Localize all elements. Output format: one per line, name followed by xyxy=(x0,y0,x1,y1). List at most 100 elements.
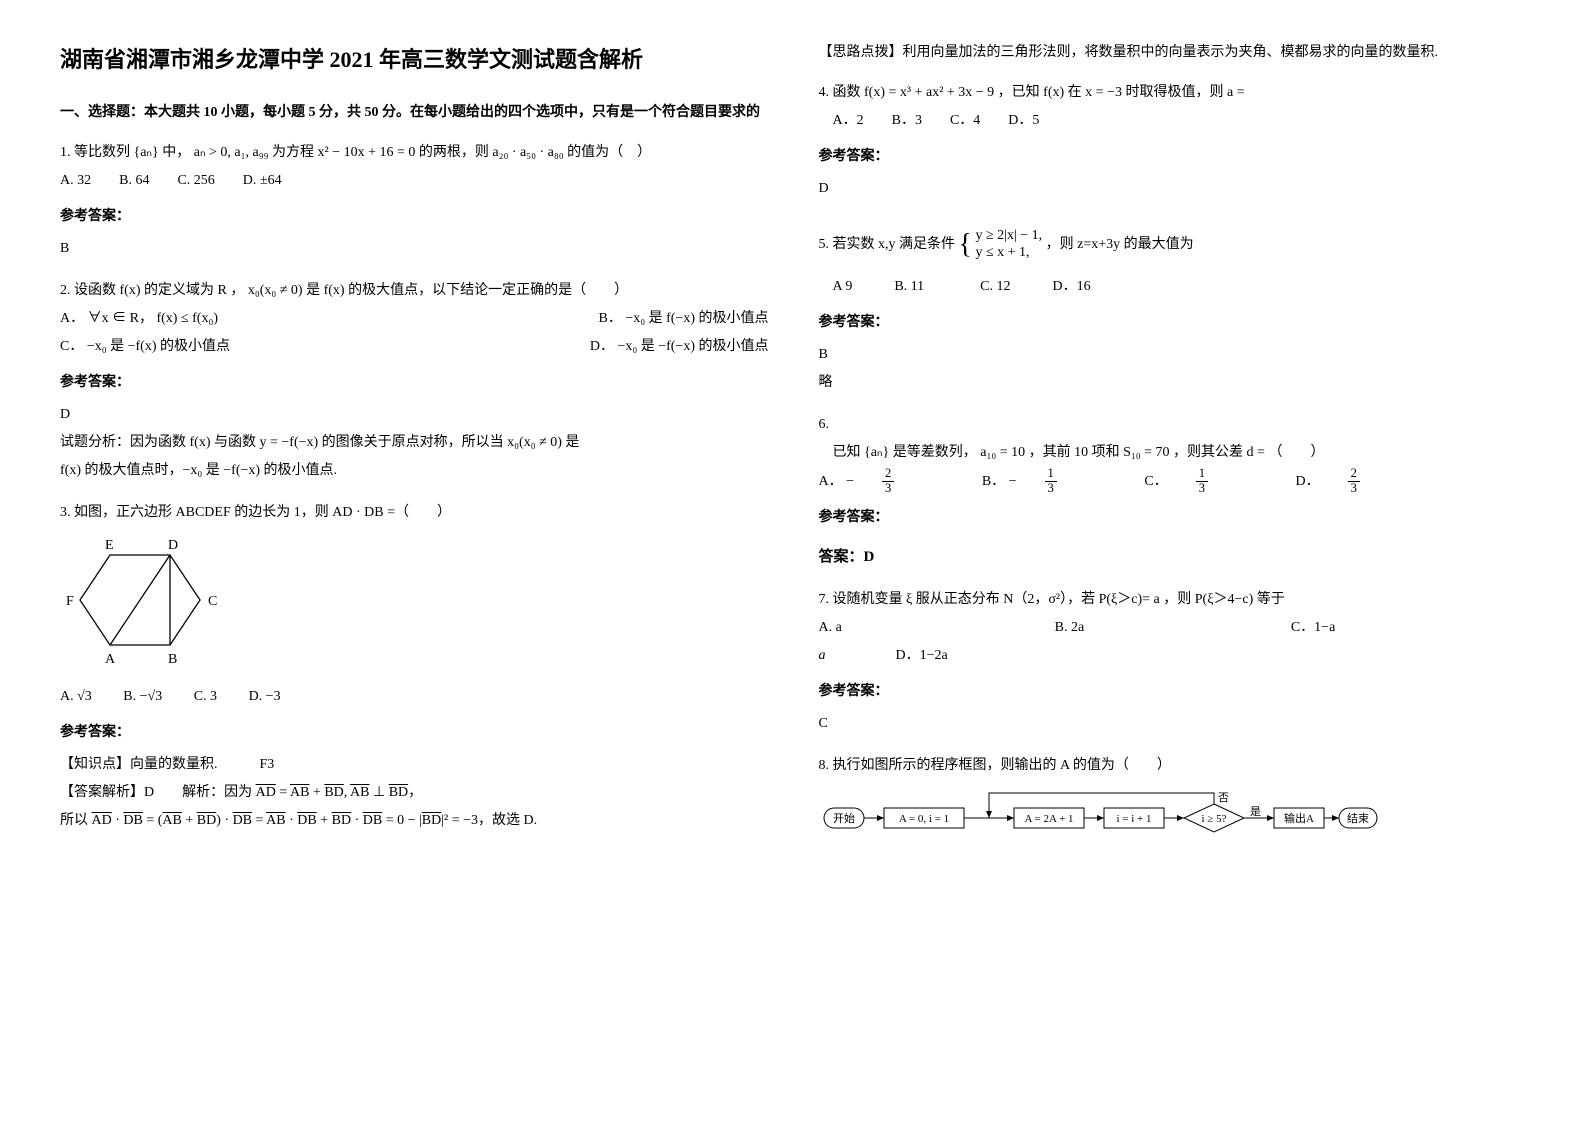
vec-BD: BD xyxy=(324,785,343,800)
svg-text:i = i + 1: i = i + 1 xyxy=(1116,813,1151,825)
q5-options: A 9 B. 11 C. 12 D．16 xyxy=(833,273,1528,301)
svg-text:F: F xyxy=(66,594,74,609)
q3-answer-label: 参考答案： xyxy=(60,719,769,747)
q6-answer-label: 参考答案： xyxy=(819,504,1528,532)
q3-optA: A. √3 xyxy=(60,683,92,711)
q7-answer: C xyxy=(819,710,1528,738)
q6-num: 6. xyxy=(819,411,1528,439)
question-1: 1. 等比数列 {aₙ} 中， aₙ > 0, a₁, a₉₉ 为方程 x² −… xyxy=(60,139,769,263)
svg-text:E: E xyxy=(105,538,114,553)
svg-text:否: 否 xyxy=(1218,792,1229,804)
t: ，故选 D. xyxy=(478,813,537,828)
vec: BD xyxy=(332,813,351,828)
svg-text:A: A xyxy=(105,652,116,667)
q3-text: 3. 如图，正六边形 ABCDEF 的边长为 1，则 AD · DB =（ ） xyxy=(60,499,769,527)
t: 1 xyxy=(1045,467,1057,482)
t: ) · xyxy=(216,813,232,828)
q3-kp: 【知识点】向量的数量积. F3 xyxy=(60,751,769,779)
q3-tip: 【思路点拨】利用向量加法的三角形法则，将数量积中的向量表示为夹角、模都易求的向量… xyxy=(819,40,1528,65)
q3-options: A. √3 B. −√3 C. 3 D. −3 xyxy=(60,683,769,711)
vec: DB xyxy=(233,813,252,828)
q3-optB: B. −√3 xyxy=(123,683,162,711)
q6-optD: D． 23 xyxy=(1295,467,1415,496)
q7-optC: C．1−a xyxy=(1291,614,1527,642)
q5-cond2: y ≤ x + 1, xyxy=(975,245,1042,262)
t: C． xyxy=(1144,468,1167,496)
q5-note: 略 xyxy=(819,369,1528,397)
t: + xyxy=(309,785,324,800)
q5-answer-label: 参考答案： xyxy=(819,309,1528,337)
t: 所以 xyxy=(60,813,92,828)
q1-answer-label: 参考答案： xyxy=(60,203,769,231)
svg-text:i ≥ 5?: i ≥ 5? xyxy=(1201,813,1226,825)
vec: AD xyxy=(92,813,112,828)
q2-text: 2. 设函数 f(x) 的定义域为 R ， x₀(x₀ ≠ 0) 是 f(x) … xyxy=(60,277,769,305)
q5-text: 5. 若实数 x,y 满足条件 { y ≥ 2|x| − 1, y ≤ x + … xyxy=(819,217,1528,273)
q6-optB: B． − 13 xyxy=(982,467,1113,496)
q2-explanation-1: 试题分析：因为函数 f(x) 与函数 y = −f(−x) 的图像关于原点对称，… xyxy=(60,429,769,457)
q7-answer-label: 参考答案： xyxy=(819,678,1528,706)
t: B． − xyxy=(982,468,1017,496)
t: 3 xyxy=(1196,482,1208,496)
q1-options: A. 32 B. 64 C. 256 D. ±64 xyxy=(60,167,769,195)
q2-optD: D． −x₀ 是 −f(−x) 的极小值点 xyxy=(590,333,769,361)
hexagon-figure: ABCDEF xyxy=(60,535,220,675)
q8-text: 8. 执行如图所示的程序框图，则输出的 A 的值为（ ） xyxy=(819,752,1528,780)
q4-text: 4. 函数 f(x) = x³ + ax² + 3x − 9 ，已知 f(x) … xyxy=(819,79,1528,107)
q7-optA: A. a xyxy=(819,614,1055,642)
svg-text:A = 0, i = 1: A = 0, i = 1 xyxy=(898,813,948,825)
page-container: 湖南省湘潭市湘乡龙潭中学 2021 年高三数学文测试题含解析 一、选择题：本大题… xyxy=(60,40,1527,862)
svg-text:开始: 开始 xyxy=(833,811,855,825)
t: D．1−2a xyxy=(896,648,948,663)
question-4: 4. 函数 f(x) = x³ + ax² + 3x − 9 ，已知 f(x) … xyxy=(819,79,1528,203)
t: |² = −3 xyxy=(441,813,478,828)
q6-text: 已知 {aₙ} 是等差数列， a₁₀ = 10 ，其前 10 项和 S₁₀ = … xyxy=(833,439,1528,467)
q3-optD: D. −3 xyxy=(249,683,281,711)
right-column: 【思路点拨】利用向量加法的三角形法则，将数量积中的向量表示为夹角、模都易求的向量… xyxy=(819,40,1528,862)
t: 3 xyxy=(1045,482,1057,496)
q5-cond1: y ≥ 2|x| − 1, xyxy=(975,228,1042,245)
vec-AB: AB xyxy=(290,785,309,800)
q7-text: 7. 设随机变量 ξ 服从正态分布 N（2，σ²），若 P(ξ＞c)= a ，则… xyxy=(819,586,1528,614)
q2-explanation-2: f(x) 的极大值点时，−x₀ 是 −f(−x) 的极小值点. xyxy=(60,457,769,485)
left-column: 湖南省湘潭市湘乡龙潭中学 2021 年高三数学文测试题含解析 一、选择题：本大题… xyxy=(60,40,769,862)
t: 1 xyxy=(1196,467,1208,482)
question-5: 5. 若实数 x,y 满足条件 { y ≥ 2|x| − 1, y ≤ x + … xyxy=(819,217,1528,397)
q3-text-span: 3. 如图，正六边形 ABCDEF 的边长为 1，则 AD · DB =（ ） xyxy=(60,505,451,520)
svg-text:C: C xyxy=(208,594,217,609)
q6-answer: 答案：D xyxy=(819,542,1528,572)
q7-options-row1: A. a B. 2a C．1−a xyxy=(819,614,1528,642)
t: 2 xyxy=(882,467,894,482)
vec: DB xyxy=(363,813,382,828)
q2-optC: C． −x₀ 是 −f(x) 的极小值点 xyxy=(60,333,230,361)
question-2: 2. 设函数 f(x) 的定义域为 R ， x₀(x₀ ≠ 0) 是 f(x) … xyxy=(60,277,769,485)
question-7: 7. 设随机变量 ξ 服从正态分布 N（2，σ²），若 P(ξ＞c)= a ，则… xyxy=(819,586,1528,738)
vec: DB xyxy=(123,813,142,828)
t: 【答案解析】D 解析：因为 xyxy=(60,785,256,800)
q5-text-b: ，则 z=x+3y 的最大值为 xyxy=(1046,237,1194,252)
t: D． xyxy=(1295,468,1319,496)
q5-answer: B xyxy=(819,341,1528,369)
q6-options: A． −23 B． −13 C． 13 D． 23 xyxy=(819,467,1528,496)
vec: BD xyxy=(422,813,441,828)
svg-text:是: 是 xyxy=(1250,805,1261,818)
q1-text: 1. 等比数列 {aₙ} 中， aₙ > 0, a₁, a₉₉ 为方程 x² −… xyxy=(60,139,769,167)
t: + xyxy=(182,813,197,828)
q4-answer: D xyxy=(819,175,1528,203)
q6-optC: C． 13 xyxy=(1144,467,1264,496)
q4-answer-label: 参考答案： xyxy=(819,143,1528,171)
q4-options: A．2 B．3 C．4 D．5 xyxy=(833,107,1528,135)
q7-optB: B. 2a xyxy=(1055,614,1291,642)
svg-text:输出A: 输出A xyxy=(1284,811,1314,825)
svg-text:B: B xyxy=(168,652,177,667)
page-title: 湖南省湘潭市湘乡龙潭中学 2021 年高三数学文测试题含解析 xyxy=(60,40,769,80)
question-6: 6. 已知 {aₙ} 是等差数列， a₁₀ = 10 ，其前 10 项和 S₁₀… xyxy=(819,411,1528,572)
t: A． − xyxy=(819,468,855,496)
t: = ( xyxy=(143,813,163,828)
t: · xyxy=(286,813,298,828)
t: = 0 − | xyxy=(382,813,422,828)
q7-optD: a D．1−2a xyxy=(819,642,1528,670)
t: + xyxy=(317,813,332,828)
vec-AD: AD xyxy=(256,785,276,800)
t: ⊥ xyxy=(369,785,388,800)
